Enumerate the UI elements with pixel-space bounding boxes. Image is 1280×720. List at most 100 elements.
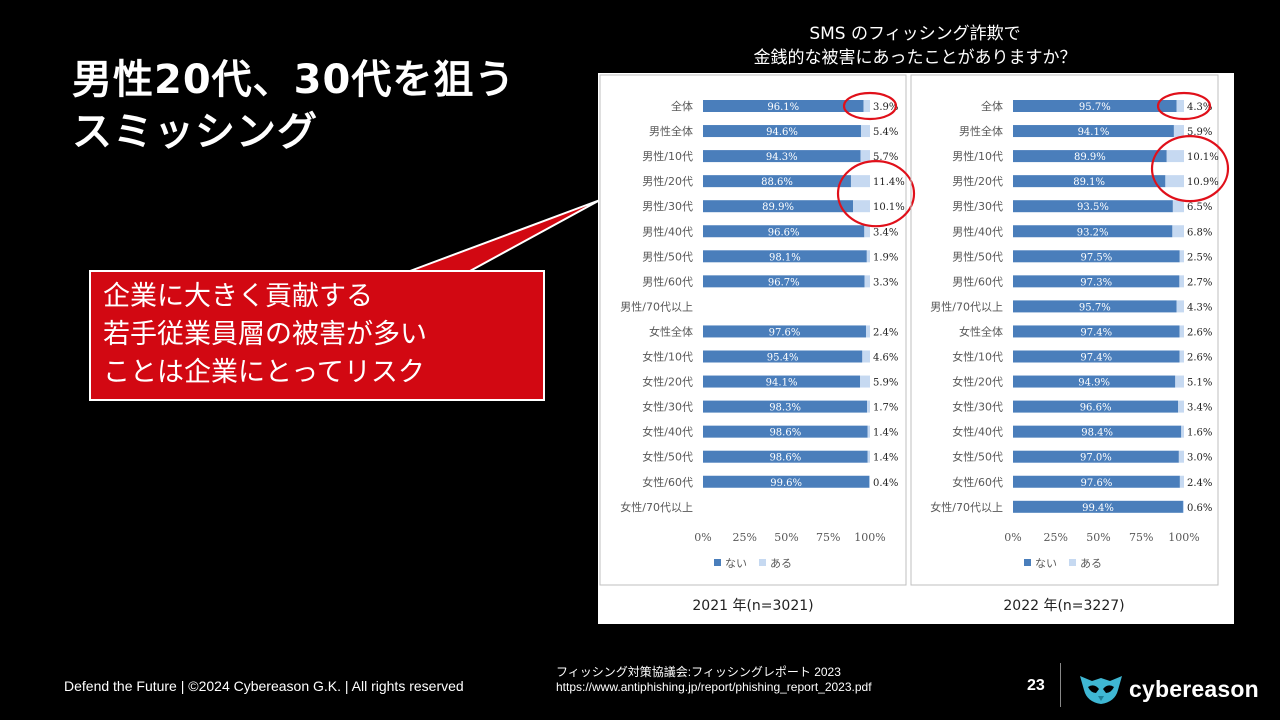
chart2-value-label-aru: 0.6% — [1187, 503, 1212, 514]
chart2-bar-aru — [1176, 100, 1184, 112]
chart2-bar-aru — [1179, 325, 1184, 338]
chart1-bar-nai — [703, 175, 851, 188]
chart-title-line-1: SMS のフィッシング詐欺で — [809, 24, 1021, 44]
chart2-bar-aru — [1178, 450, 1184, 463]
chart1-bar-nai — [703, 275, 865, 288]
chart1-category-label: 男性/60代 — [642, 274, 693, 288]
chart2-bar-aru — [1172, 200, 1184, 213]
chart1-bar-nai — [703, 450, 868, 463]
chart2-value-label-aru: 10.9% — [1187, 177, 1219, 188]
chart2-value-label-nai: 97.4% — [1080, 327, 1112, 338]
chart2-category-label: 女性/60代 — [952, 475, 1003, 489]
chart1-x-tick-label: 100% — [854, 531, 885, 544]
chart1-x-tick-label: 75% — [816, 531, 840, 544]
chart1-value-label-aru: 0.4% — [873, 478, 898, 489]
chart2-value-label-nai: 97.6% — [1081, 478, 1113, 489]
chart1-bar-aru — [862, 350, 870, 363]
chart2-x-tick-label: 25% — [1044, 531, 1068, 544]
chart2-bar-aru — [1179, 350, 1184, 363]
chart2-bar-aru — [1176, 300, 1184, 313]
chart2-value-label-nai: 95.7% — [1079, 302, 1111, 313]
chart2-value-label-nai: 93.5% — [1077, 202, 1109, 213]
charts-svg: 全体 96.1% 3.9% 男性全体 94.6% 5.4% 男性/10代 94.3% 5.7% 男… — [599, 74, 1230, 614]
chart2-bar-aru — [1181, 425, 1184, 438]
chart2-category-label: 男性/40代 — [952, 224, 1003, 238]
chart2-bar-nai — [1013, 200, 1173, 213]
chart2-value-label-aru: 6.8% — [1187, 227, 1212, 238]
chart2-value-label-nai: 89.1% — [1073, 177, 1105, 188]
chart2-legend-label-aru: ある — [1080, 557, 1102, 570]
chart1-value-label-nai: 98.1% — [769, 252, 801, 263]
chart2-value-label-nai: 94.9% — [1078, 378, 1110, 389]
chart1-legend-label-aru: ある — [770, 557, 792, 570]
chart2-x-tick-label: 50% — [1086, 531, 1110, 544]
chart2-value-label-nai: 96.6% — [1080, 403, 1112, 414]
chart1-value-label-nai: 89.9% — [762, 202, 794, 213]
chart1-bar-nai — [703, 425, 868, 438]
chart1-bar-aru — [863, 100, 870, 112]
chart2-legend-swatch-nai — [1024, 559, 1031, 566]
chart2-bar-aru — [1175, 375, 1184, 388]
chart1-value-label-aru: 5.4% — [873, 127, 898, 138]
chart1-value-label-aru: 4.6% — [873, 353, 898, 364]
chart1-category-label: 男性/70代以上 — [620, 299, 693, 313]
chart2-category-label: 男性/50代 — [952, 249, 1003, 263]
chart1-value-label-nai: 98.3% — [769, 403, 801, 414]
chart2-value-label-aru: 2.7% — [1187, 277, 1212, 288]
chart2-value-label-nai: 89.9% — [1074, 152, 1106, 163]
chart1-legend-swatch-nai — [714, 559, 721, 566]
chart2-value-label-aru: 4.3% — [1187, 102, 1212, 113]
chart1-bar-aru — [866, 250, 870, 263]
chart2-category-label: 男性/10代 — [952, 149, 1003, 163]
chart1-value-label-nai: 98.6% — [769, 453, 801, 464]
chart1-value-label-aru: 5.7% — [873, 152, 898, 163]
chart2-bar-aru — [1178, 400, 1184, 413]
chart2-frame — [910, 74, 1219, 586]
chart2-value-label-nai: 99.4% — [1082, 503, 1114, 514]
chart2-value-label-nai: 94.1% — [1078, 127, 1110, 138]
source-citation: フィッシング対策協議会:フィッシングレポート 2023 https://www.… — [556, 665, 872, 695]
chart2-bar-aru — [1166, 150, 1184, 163]
chart1-category-label: 男性/20代 — [642, 174, 693, 188]
chart2-category-label: 女性/50代 — [952, 450, 1003, 464]
chart1-category-label: 全体 — [671, 99, 693, 113]
chart1-category-label: 女性/10代 — [642, 350, 693, 364]
chart2-legend-swatch-aru — [1069, 559, 1076, 566]
chart2-bar-nai — [1013, 475, 1180, 488]
footer-divider — [1060, 663, 1061, 707]
chart2-bar-aru — [1173, 125, 1184, 138]
chart1-caption: 2021 年(n=3021) — [692, 598, 813, 614]
chart1-value-label-aru: 1.4% — [873, 428, 898, 439]
chart1-bar-aru — [865, 325, 870, 338]
chart1-bar-aru — [853, 200, 870, 213]
chart1-value-label-nai: 95.4% — [767, 353, 799, 364]
page-number: 23 — [1027, 677, 1045, 694]
chart1-category-label: 男性/50代 — [642, 249, 693, 263]
chart1-value-label-aru: 1.9% — [873, 252, 898, 263]
chart1-category-label: 女性/70代以上 — [620, 500, 693, 514]
chart1-category-label: 男性全体 — [649, 124, 693, 138]
chart1-bar-nai — [703, 250, 867, 263]
chart2-value-label-aru: 5.9% — [1187, 127, 1212, 138]
chart1-value-label-nai: 94.6% — [766, 127, 798, 138]
chart2-value-label-aru: 2.5% — [1187, 252, 1212, 263]
chart2-category-label: 女性/10代 — [952, 350, 1003, 364]
chart2-value-label-aru: 4.3% — [1187, 302, 1212, 313]
chart2-value-label-aru: 2.6% — [1187, 327, 1212, 338]
slide-title-line-2: スミッシング — [72, 109, 318, 155]
chart1-category-label: 女性/50代 — [642, 450, 693, 464]
chart2-bar-nai — [1013, 150, 1167, 163]
chart2-bar-nai — [1013, 450, 1179, 463]
chart2-caption: 2022 年(n=3227) — [1003, 598, 1124, 614]
chart1-bar-aru — [867, 425, 870, 438]
chart1-bar-aru — [864, 225, 870, 238]
chart2-category-label: 女性/30代 — [952, 400, 1003, 414]
chart2-value-label-aru: 10.1% — [1187, 152, 1219, 163]
chart1-category-label: 男性/40代 — [642, 224, 693, 238]
chart2-value-label-nai: 97.5% — [1080, 252, 1112, 263]
chart2-bar-nai — [1013, 250, 1180, 263]
chart2-category-label: 男性/30代 — [952, 199, 1003, 213]
source-title: フィッシング対策協議会:フィッシングレポート 2023 — [556, 665, 841, 679]
chart2-x-tick-label: 100% — [1168, 531, 1199, 544]
chart2-highlight-circle — [1150, 134, 1230, 203]
